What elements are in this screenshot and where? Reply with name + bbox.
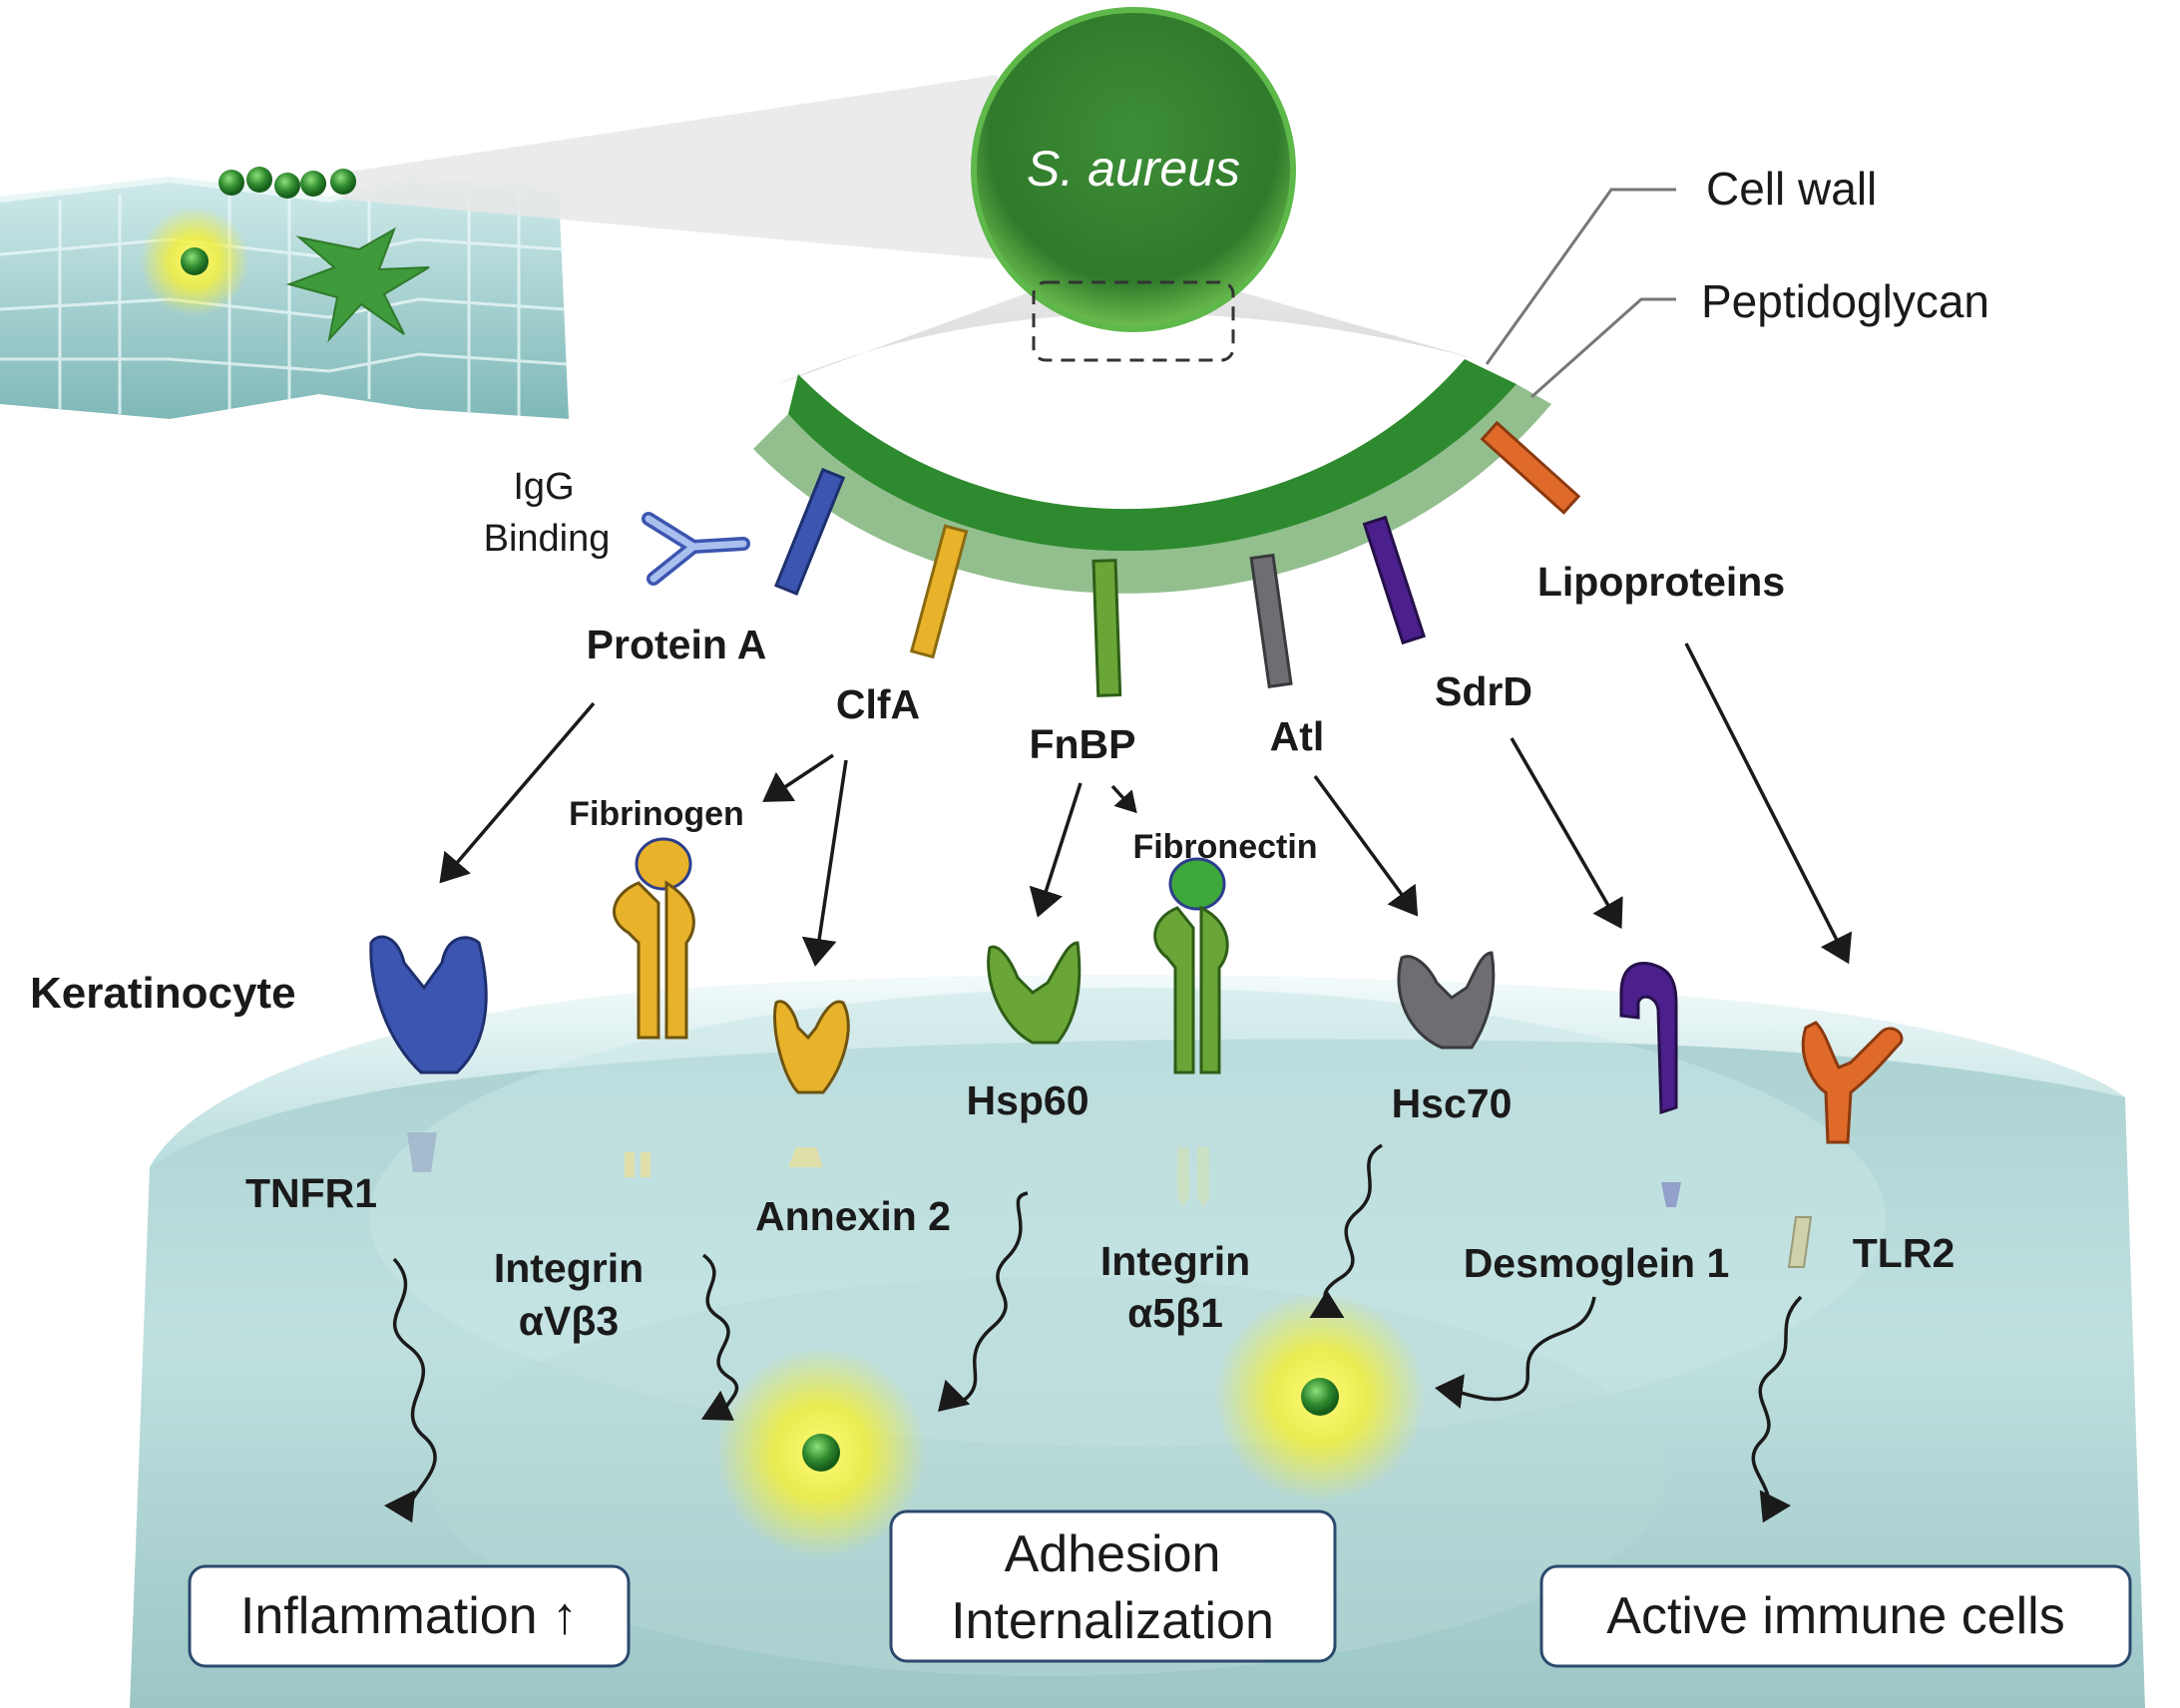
tlr2-receptor [1801,1021,1904,1144]
desmoglein-1-label: Desmoglein 1 [1464,1240,1730,1286]
surface-proteins [774,420,1581,697]
atl-label: Atl [1270,713,1325,759]
integrin-a5b1-label-line1: Integrin [1100,1238,1250,1284]
tnfr1-receptor [369,935,488,1074]
annexin-2-label: Annexin 2 [755,1193,951,1239]
inflammation-label: Inflammation ↑ [240,1587,578,1645]
keratinocyte-label: Keratinocyte [30,969,296,1018]
clfa-label: ClfA [836,681,920,727]
fibronectin-molecule [1168,857,1226,911]
hsp60-receptor [987,941,1082,1045]
cell-wall-callout-line [1485,188,1676,365]
lipoproteins-label: Lipoproteins [1537,559,1785,605]
protein-a-rod [774,467,846,596]
fibrinogen-molecule [635,837,692,891]
adhesion-label-line2: Internalization [951,1592,1274,1650]
hsc70-label: Hsc70 [1392,1080,1513,1126]
outcome-adhesion-box: Adhesion Internalization [889,1509,1337,1663]
fnbp-label: FnBP [1029,721,1135,767]
fibronectin-label: Fibronectin [1132,828,1317,866]
internalized-bacterium-left [716,1348,926,1557]
cell-wall-arc [753,359,1551,594]
fnbp-rod [1091,559,1122,697]
clfa-rod [909,524,969,659]
interaction-arrows [439,642,1853,967]
sdrd-rod [1362,515,1426,645]
immune-label: Active immune cells [1606,1587,2064,1645]
outcome-inflammation-box: Inflammation ↑ [188,1564,631,1668]
fibrinogen-label: Fibrinogen [569,795,744,833]
signaling-arrows [383,1143,1803,1523]
annexin-2-intracellular [788,1147,823,1167]
tlr2-label: TLR2 [1853,1230,1956,1276]
outcome-immune-box: Active immune cells [1539,1564,2132,1668]
peptidoglycan-callout-line [1530,297,1676,399]
integrin-avb3-receptor [613,880,695,1040]
integrin-a5b1-intracellular [1177,1147,1209,1207]
integrin-a5b1-label-line2: α5β1 [1127,1290,1223,1336]
magnified-wall-cone [778,289,1477,384]
adhesion-label-line1: Adhesion [1005,1525,1221,1583]
s-aureus-label: S. aureus [1027,141,1240,197]
igg-label-line1: IgG [513,466,574,508]
hsc70-receptor [1397,951,1496,1050]
desmoglein-1-intracellular [1661,1182,1681,1207]
sdrd-label: SdrD [1435,668,1532,714]
cell-wall-label: Cell wall [1706,163,1877,214]
zoom-region-box [1032,280,1235,362]
annexin-2-receptor [773,1000,850,1094]
desmoglein-1-receptor [1619,962,1678,1115]
integrin-avb3-label-line1: Integrin [494,1245,644,1291]
epidermis-tissue-illustration [0,75,998,419]
integrin-a5b1-receptor [1153,905,1229,1074]
internalized-bacterium-right [1215,1292,1425,1501]
hsp60-label: Hsp60 [966,1077,1089,1123]
tlr2-intracellular [1787,1216,1813,1268]
igg-label-line2: Binding [484,518,611,560]
tnfr1-label: TNFR1 [245,1170,377,1216]
integrin-avb3-intracellular [625,1152,651,1177]
lipoprotein-rod [1480,420,1581,515]
protein-a-label: Protein A [587,622,767,667]
peptidoglycan-label: Peptidoglycan [1701,275,1989,327]
atl-rod [1249,553,1293,688]
integrin-avb3-label-line2: αVβ3 [519,1298,619,1344]
tnfr1-intracellular [407,1132,437,1172]
s-aureus-bacterium: S. aureus [971,7,1296,362]
